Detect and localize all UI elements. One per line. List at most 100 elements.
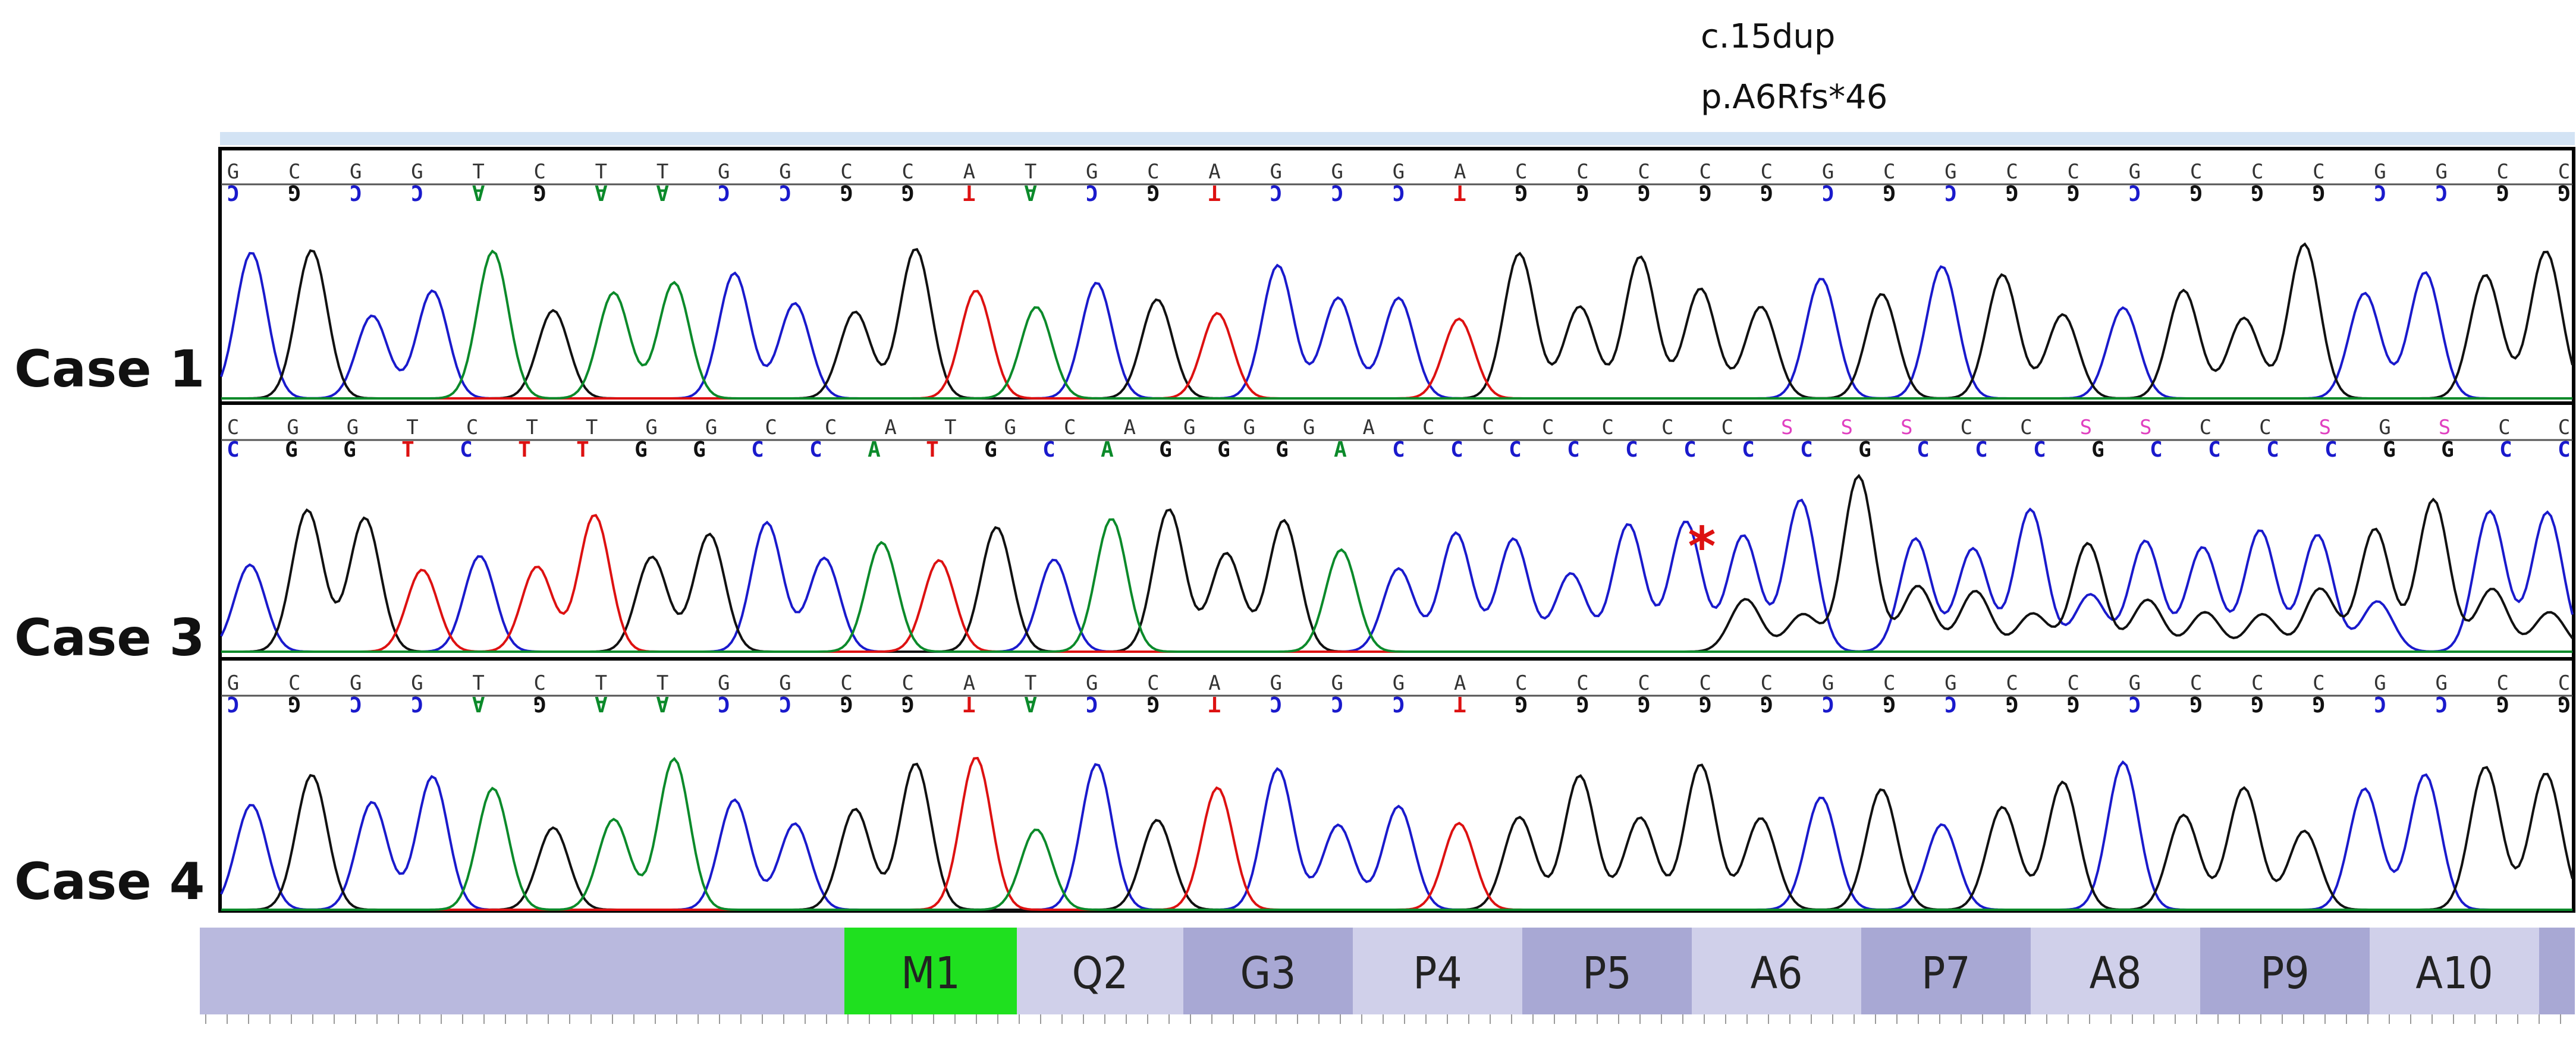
base-call: G [2435, 160, 2447, 184]
base-call: C [901, 671, 913, 695]
base-call: G [1944, 671, 1956, 695]
amino-acid-label: P5 [1582, 948, 1632, 999]
base-call: C [1422, 416, 1434, 439]
base-call: G [1822, 671, 1834, 695]
colored-base-call: T [576, 438, 589, 462]
base-call: G [1331, 160, 1343, 184]
base-call: T [595, 160, 607, 184]
colored-base-call: G [1515, 692, 1528, 716]
colored-base-call: T [401, 438, 414, 462]
base-call: C [1661, 416, 1673, 439]
base-call: S [1900, 416, 1912, 439]
colored-base-call: G [2383, 438, 2396, 462]
base-call: S [2080, 416, 2092, 439]
base-call: T [656, 160, 668, 184]
base-call: C [534, 160, 546, 184]
colored-base-call: G [285, 438, 298, 462]
colored-base-call: C [1042, 438, 1055, 462]
colored-base-call: G [1147, 692, 1160, 716]
base-call: S [2140, 416, 2151, 439]
base-call: C [534, 671, 546, 695]
base-call: G [1303, 416, 1315, 439]
amino-acid-box [2370, 928, 2539, 1014]
colored-base-call: T [1208, 692, 1221, 716]
colored-base-call: G [984, 438, 997, 462]
colored-base-call: G [533, 180, 546, 205]
base-call: C [840, 160, 852, 184]
colored-base-call: G [343, 438, 356, 462]
colored-base-call: A [1101, 438, 1114, 462]
base-call: G [1004, 416, 1016, 439]
base-call: G [1270, 671, 1281, 695]
colored-base-call: C [1392, 438, 1405, 462]
colored-base-call: G [1276, 438, 1289, 462]
base-call: G [1086, 671, 1098, 695]
base-call: C [1961, 416, 1972, 439]
base-call: C [1482, 416, 1494, 439]
trace-line [220, 252, 2572, 400]
trace-line [221, 756, 2572, 911]
amino-acid-box [1353, 928, 1522, 1014]
base-call: G [645, 416, 657, 439]
colored-base-call: G [2313, 180, 2326, 205]
colored-base-call: C [1800, 438, 1813, 462]
colored-base-call: G [634, 438, 648, 462]
colored-base-call: C [779, 180, 792, 205]
colored-base-call: A [656, 692, 669, 716]
base-call: G [1086, 160, 1098, 184]
base-call: C [2067, 160, 2079, 184]
colored-base-call: G [2189, 180, 2203, 205]
colored-base-call: G [1217, 438, 1230, 462]
colored-base-call: T [1208, 180, 1221, 205]
base-call: C [2497, 160, 2509, 184]
colored-base-call: C [751, 438, 764, 462]
colored-base-call: C [1085, 692, 1098, 716]
amino-acid-box [1861, 928, 2031, 1014]
colored-base-call: T [518, 438, 531, 462]
colored-base-call: C [1085, 180, 1098, 205]
case-label-1: Case 1 [14, 340, 205, 399]
base-call: C [2190, 160, 2202, 184]
colored-base-call: G [2496, 180, 2509, 205]
trace-line [220, 760, 2572, 911]
trace-case-3 [220, 473, 2574, 653]
trace-line [221, 290, 2572, 400]
base-call: C [1699, 671, 1711, 695]
colored-base-call: G [1699, 692, 1712, 716]
base-call: G [411, 671, 423, 695]
colored-base-call: C [227, 180, 240, 205]
base-call: S [2319, 416, 2331, 439]
base-call: T [1025, 671, 1036, 695]
base-call: C [1699, 160, 1711, 184]
colored-base-call: C [1683, 438, 1697, 462]
colored-base-call: C [717, 180, 730, 205]
colored-base-call: G [2091, 438, 2104, 462]
colored-base-call: G [901, 180, 915, 205]
base-call: C [1761, 160, 1773, 184]
colored-base-call: G [1638, 692, 1651, 716]
trace-line [221, 514, 2572, 653]
base-call: G [350, 160, 362, 184]
base-call: C [1576, 671, 1588, 695]
base-call: C [288, 671, 300, 695]
base-call: A [1208, 671, 1220, 695]
base-call: C [2558, 416, 2570, 439]
base-call: C [1883, 160, 1895, 184]
base-call: A [1208, 160, 1220, 184]
amino-acid-label: G3 [1240, 948, 1296, 999]
amino-acid-box [1522, 928, 1692, 1014]
colored-base-call: G [2006, 180, 2019, 205]
base-call: G [287, 416, 299, 439]
colored-base-call: G [2067, 180, 2080, 205]
base-call: C [2497, 671, 2509, 695]
colored-base-call: C [411, 180, 424, 205]
base-call: C [2251, 671, 2263, 695]
base-call: G [2379, 416, 2390, 439]
colored-base-call: C [2558, 438, 2571, 462]
colored-base-call: G [2067, 692, 2080, 716]
colored-base-call: C [1392, 180, 1405, 205]
colored-base-call: C [411, 692, 424, 716]
base-call: C [1147, 671, 1159, 695]
colored-base-call: G [2313, 692, 2326, 716]
